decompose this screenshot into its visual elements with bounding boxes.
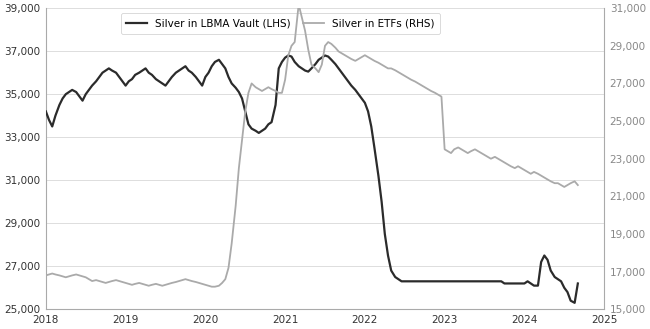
Silver in LBMA Vault (LHS) — [487, 279, 495, 283]
Silver in ETFs (RHS) — [574, 183, 582, 187]
Silver in LBMA Vault (LHS) — [218, 62, 226, 66]
Silver in ETFs (RHS) — [222, 277, 229, 281]
Silver in LBMA Vault (LHS) — [188, 71, 196, 75]
Silver in ETFs (RHS) — [208, 285, 216, 289]
Silver in ETFs (RHS) — [188, 279, 196, 283]
Silver in ETFs (RHS) — [517, 166, 525, 170]
Silver in LBMA Vault (LHS) — [574, 282, 582, 286]
Silver in ETFs (RHS) — [491, 155, 499, 159]
Silver in LBMA Vault (LHS) — [42, 110, 50, 114]
Silver in LBMA Vault (LHS) — [514, 282, 522, 286]
Silver in LBMA Vault (LHS) — [238, 96, 246, 100]
Line: Silver in LBMA Vault (LHS): Silver in LBMA Vault (LHS) — [46, 56, 578, 303]
Silver in ETFs (RHS) — [241, 110, 249, 114]
Line: Silver in ETFs (RHS): Silver in ETFs (RHS) — [46, 4, 578, 287]
Legend: Silver in LBMA Vault (LHS), Silver in ETFs (RHS): Silver in LBMA Vault (LHS), Silver in ET… — [121, 13, 440, 34]
Silver in ETFs (RHS) — [554, 181, 562, 185]
Silver in LBMA Vault (LHS) — [571, 301, 578, 305]
Silver in LBMA Vault (LHS) — [285, 54, 292, 58]
Silver in LBMA Vault (LHS) — [551, 275, 558, 279]
Silver in ETFs (RHS) — [295, 2, 303, 6]
Silver in ETFs (RHS) — [42, 273, 50, 277]
